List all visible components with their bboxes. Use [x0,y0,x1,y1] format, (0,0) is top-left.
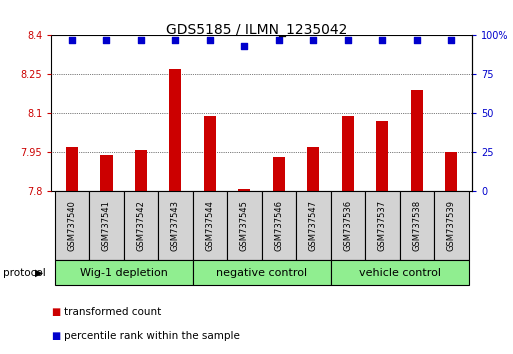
Point [447,37,456,43]
Text: percentile rank within the sample: percentile rank within the sample [64,331,240,341]
Text: GSM737540: GSM737540 [68,200,76,251]
Bar [239,189,250,191]
FancyBboxPatch shape [365,191,400,260]
Text: GSM737537: GSM737537 [378,200,387,251]
Text: GDS5185 / ILMN_1235042: GDS5185 / ILMN_1235042 [166,23,347,37]
Text: GSM737539: GSM737539 [447,200,456,251]
Bar [411,90,423,191]
Text: transformed count: transformed count [64,307,162,316]
Point [68,37,76,43]
Text: GSM737547: GSM737547 [309,200,318,251]
FancyBboxPatch shape [330,191,365,260]
FancyBboxPatch shape [434,191,468,260]
Text: GSM737536: GSM737536 [343,200,352,251]
Point [103,37,111,43]
FancyBboxPatch shape [55,191,89,260]
Bar [307,147,320,191]
FancyBboxPatch shape [400,191,434,260]
Bar [445,152,457,191]
Text: protocol: protocol [3,268,45,278]
FancyBboxPatch shape [55,260,193,285]
Bar [273,158,285,191]
Text: GSM737541: GSM737541 [102,200,111,251]
Text: GSM737542: GSM737542 [136,200,146,251]
FancyBboxPatch shape [193,191,227,260]
Point [412,37,421,43]
Text: GSM737544: GSM737544 [205,200,214,251]
Text: GSM737538: GSM737538 [412,200,421,251]
Bar [342,116,354,191]
Text: GSM737546: GSM737546 [274,200,283,251]
FancyBboxPatch shape [296,191,330,260]
Bar [169,69,182,191]
Point [275,37,283,43]
Text: Wig-1 depletion: Wig-1 depletion [80,268,168,278]
Text: ■: ■ [51,331,61,341]
Text: negative control: negative control [216,268,307,278]
Bar [135,150,147,191]
Point [344,37,352,43]
Text: ■: ■ [51,307,61,316]
Text: GSM737543: GSM737543 [171,200,180,251]
Point [206,37,214,43]
Point [240,44,248,49]
FancyBboxPatch shape [262,191,296,260]
FancyBboxPatch shape [330,260,468,285]
Text: GSM737545: GSM737545 [240,200,249,251]
Point [171,37,180,43]
Bar [204,116,216,191]
Bar [66,147,78,191]
FancyBboxPatch shape [227,191,262,260]
Text: vehicle control: vehicle control [359,268,441,278]
FancyBboxPatch shape [193,260,330,285]
Text: ▶: ▶ [34,268,43,278]
Point [137,37,145,43]
Bar [101,155,112,191]
FancyBboxPatch shape [124,191,158,260]
Point [378,37,386,43]
FancyBboxPatch shape [158,191,193,260]
FancyBboxPatch shape [89,191,124,260]
Point [309,37,318,43]
Bar [376,121,388,191]
